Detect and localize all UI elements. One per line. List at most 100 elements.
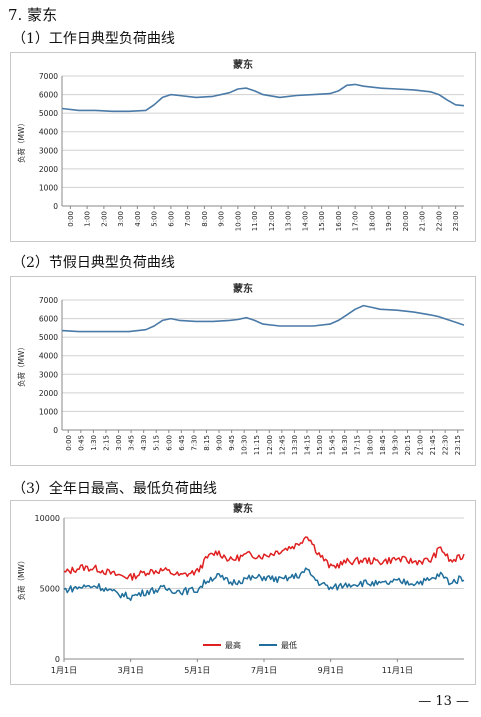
y-tick-label: 4000 [39, 128, 58, 137]
x-tick-label: 12:00 [268, 211, 276, 231]
y-tick-label: 5000 [39, 333, 58, 342]
x-tick-label: 11月1日 [382, 666, 413, 675]
chart-annual: 蒙东 0 5000 10000 负荷（MW） 1月1日 3月1日 5月1日 7月1日 9月1日 11… [10, 500, 476, 685]
y-tick-label: 2000 [39, 165, 58, 174]
x-tick-label: 7:00 [184, 211, 192, 227]
x-tick-label: 23:00 [452, 211, 460, 231]
y-tick-label: 7000 [39, 296, 58, 305]
x-tick-label: 5:00 [151, 211, 159, 227]
chart-holiday: 蒙东 0 1000 2000 3000 4000 5000 6000 7000 负荷（MW） 0:0… [10, 276, 476, 466]
x-tick-label: 9:00 [216, 435, 224, 451]
chart-annual-svg: 蒙东 0 5000 10000 负荷（MW） 1月1日 3月1日 5月1日 7月1日 9月1日 11… [10, 500, 476, 685]
x-tick-label: 18:00 [366, 435, 374, 455]
x-tick-label: 22:00 [435, 211, 443, 231]
y-tick-label: 0 [53, 202, 58, 211]
y-tick-label: 0 [53, 426, 58, 435]
x-tick-label: 15:00 [318, 211, 326, 231]
x-tick-label: 17:00 [352, 211, 360, 231]
x-tick-label: 11:15 [253, 435, 261, 455]
x-tick-label: 0:45 [77, 435, 85, 451]
y-tick-label: 4000 [39, 352, 58, 361]
x-tick-label: 7:30 [190, 435, 198, 451]
x-tick-label: 21:00 [417, 435, 425, 455]
chart-frame [10, 276, 476, 466]
x-tick-label: 23:15 [454, 435, 462, 455]
x-tick-label: 2:00 [100, 211, 108, 227]
x-tick-label: 18:00 [368, 211, 376, 231]
x-tick-label: 5:15 [153, 435, 161, 451]
y-tick-label: 10000 [35, 514, 60, 523]
y-axis-label: 负荷（MW） [16, 343, 26, 387]
y-tick-label: 6000 [39, 91, 58, 100]
x-tick-label: 12:45 [278, 435, 286, 455]
chart-holiday-svg: 蒙东 0 1000 2000 3000 4000 5000 6000 7000 负荷（MW） 0:0… [10, 276, 476, 466]
x-tick-label: 3月1日 [118, 666, 144, 675]
x-tick-label: 12:00 [266, 435, 274, 455]
x-tick-label: 7月1日 [251, 666, 277, 675]
x-tick-label: 22:30 [442, 435, 450, 455]
series-line [61, 304, 465, 333]
chart-workday-svg: 蒙东 0 1000 2000 3000 4000 5000 6000 7000 负荷（MW） 0:0… [10, 52, 476, 242]
y-tick-label: 6000 [39, 315, 58, 324]
x-tick-label: 3:00 [117, 211, 125, 227]
y-tick-label: 5000 [40, 585, 60, 594]
y-tick-label: 1000 [39, 407, 58, 416]
x-tick-label: 13:00 [285, 211, 293, 231]
x-tick-label: 11:00 [251, 211, 259, 231]
chart-frame [10, 52, 476, 242]
x-tick-label: 9:00 [218, 211, 226, 227]
x-tick-label: 6:00 [165, 435, 173, 451]
x-tick-label: 2:15 [102, 435, 110, 451]
y-tick-label: 2000 [39, 389, 58, 398]
x-tick-label: 1:30 [90, 435, 98, 451]
x-tick-label: 13:30 [291, 435, 299, 455]
x-tick-label: 20:00 [402, 211, 410, 231]
x-tick-label: 0:00 [67, 211, 75, 227]
x-tick-label: 16:30 [341, 435, 349, 455]
x-tick-label: 8:00 [201, 211, 209, 227]
section-label-holiday: （2）节假日典型负荷曲线 [12, 255, 175, 271]
section-label-workday: （1）工作日典型负荷曲线 [12, 31, 175, 47]
chart-frame [10, 500, 476, 685]
y-tick-label: 3000 [39, 146, 58, 155]
legend-label: 最高 [225, 640, 241, 650]
series-line-max [63, 536, 465, 581]
y-axis-label: 负荷（MW） [16, 557, 26, 601]
x-tick-label: 18:45 [379, 435, 387, 455]
x-tick-label: 21:45 [429, 435, 437, 455]
y-tick-label: 5000 [39, 109, 58, 118]
x-tick-label: 20:15 [404, 435, 412, 455]
x-tick-label: 0:00 [65, 435, 73, 451]
series-line [61, 83, 465, 113]
x-tick-label: 4:30 [140, 435, 148, 451]
section-label-annual: （3）全年日最高、最低负荷曲线 [12, 481, 217, 497]
y-tick-label: 7000 [39, 72, 58, 81]
y-tick-label: 0 [55, 655, 60, 664]
page-heading: 7. 蒙东 [8, 6, 58, 24]
legend-label: 最低 [281, 640, 297, 650]
chart-title: 蒙东 [233, 282, 253, 295]
x-tick-label: 15:00 [316, 435, 324, 455]
chart-workday: 蒙东 0 1000 2000 3000 4000 5000 6000 7000 负荷（MW） 0:0… [10, 52, 476, 242]
y-axis-label: 负荷（MW） [16, 119, 26, 163]
x-tick-label: 3:00 [115, 435, 123, 451]
series-line-min [63, 567, 465, 602]
x-tick-label: 14:15 [303, 435, 311, 455]
x-tick-label: 1:00 [84, 211, 92, 227]
chart-title: 蒙东 [233, 502, 253, 515]
x-tick-label: 4:00 [134, 211, 142, 227]
x-tick-label: 14:00 [301, 211, 309, 231]
page-footer: — 13 — [418, 694, 469, 709]
x-tick-label: 15:45 [329, 435, 337, 455]
x-tick-label: 10:00 [234, 211, 242, 231]
x-tick-label: 21:00 [419, 211, 427, 231]
x-tick-label: 6:45 [178, 435, 186, 451]
x-tick-label: 1月1日 [51, 666, 77, 675]
x-tick-label: 5月1日 [184, 666, 210, 675]
y-tick-label: 1000 [39, 183, 58, 192]
chart-title: 蒙东 [233, 58, 253, 71]
x-tick-label: 19:30 [391, 435, 399, 455]
x-tick-label: 9月1日 [318, 666, 344, 675]
x-tick-label: 8:15 [203, 435, 211, 451]
x-tick-label: 10:30 [241, 435, 249, 455]
